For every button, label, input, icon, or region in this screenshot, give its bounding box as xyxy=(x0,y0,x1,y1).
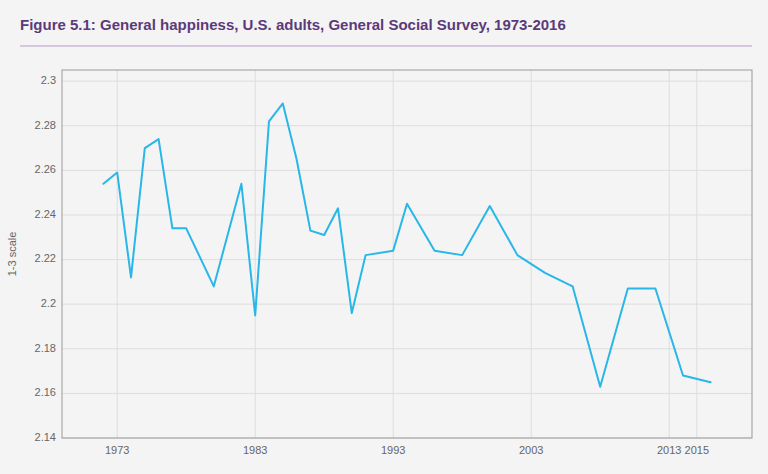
grid-line-x xyxy=(117,70,118,438)
x-tick-label: 1993 xyxy=(381,444,405,456)
grid-line-y xyxy=(62,304,752,305)
data-group xyxy=(103,103,710,386)
background xyxy=(0,0,768,474)
title: Figure 5.1: General happiness, U.S. adul… xyxy=(20,16,566,33)
y-tick-label: 2.26 xyxy=(35,163,56,175)
y-axis-label: 1-3 scale xyxy=(6,232,18,277)
x-tick-label: 1973 xyxy=(105,444,129,456)
grid xyxy=(62,70,752,438)
y-tick-label: 2.14 xyxy=(35,431,56,443)
y-tick-label: 2.16 xyxy=(35,386,56,398)
grid-line-x xyxy=(696,70,697,438)
data-line xyxy=(103,103,710,386)
grid-line-y xyxy=(62,393,752,394)
title-separator xyxy=(20,46,752,47)
grid-line-x xyxy=(393,70,394,438)
x-tick-label: 2015 xyxy=(685,444,709,456)
grid-line-y xyxy=(62,170,752,171)
plot-frame xyxy=(62,70,752,438)
x-tick-label: 1983 xyxy=(243,444,267,456)
grid-line-y xyxy=(62,348,752,349)
y-tick-label: 2.22 xyxy=(35,252,56,264)
y-tick-label: 2.18 xyxy=(35,342,56,354)
x-tick-label: 2013 xyxy=(657,444,681,456)
grid-line-x xyxy=(669,70,670,438)
grid-line-y xyxy=(62,81,752,82)
chart: Figure 5.1: General happiness, U.S. adul… xyxy=(0,0,768,474)
grid-line-x xyxy=(531,70,532,438)
grid-line-y xyxy=(62,125,752,126)
y-tick-label: 2.3 xyxy=(41,74,56,86)
y-tick-label: 2.2 xyxy=(41,297,56,309)
grid-line-y xyxy=(62,259,752,260)
y-tick-label: 2.24 xyxy=(35,208,56,220)
y-tick-label: 2.28 xyxy=(35,119,56,131)
x-tick-label: 2003 xyxy=(519,444,543,456)
grid-line-y xyxy=(62,214,752,215)
grid-line-x xyxy=(255,70,256,438)
